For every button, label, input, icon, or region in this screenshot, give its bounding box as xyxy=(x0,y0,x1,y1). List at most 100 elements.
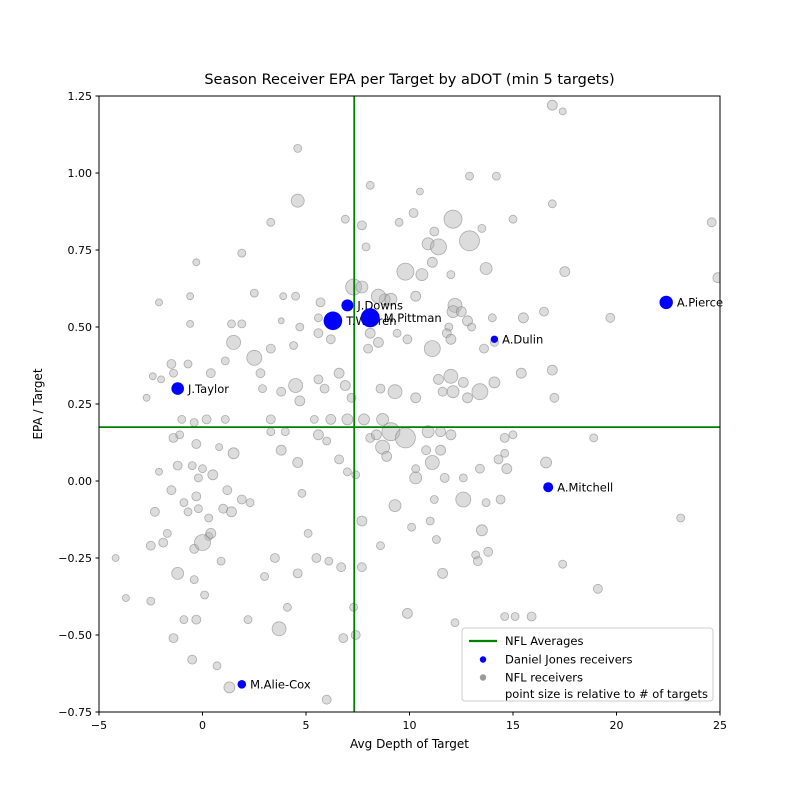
nfl-receiver-point xyxy=(446,385,460,399)
daniel-jones-receiver-point xyxy=(323,311,343,331)
nfl-receiver-point xyxy=(518,312,529,324)
nfl-receiver-point xyxy=(276,386,287,397)
nfl-receiver-point xyxy=(458,473,468,483)
nfl-receiver-point xyxy=(111,554,120,562)
nfl-receiver-point xyxy=(333,367,345,379)
nfl-receiver-point xyxy=(424,455,440,470)
nfl-receiver-point xyxy=(455,491,472,508)
nfl-receiver-point xyxy=(212,661,222,671)
daniel-jones-receiver-point xyxy=(341,299,354,312)
nfl-receiver-point xyxy=(410,392,422,404)
nfl-receiver-point xyxy=(481,498,491,508)
nfl-receiver-point xyxy=(189,543,200,554)
nfl-receiver-point xyxy=(122,594,130,602)
nfl-receiver-point xyxy=(455,306,467,318)
nfl-receiver-point xyxy=(169,368,178,378)
daniel-jones-receiver-point xyxy=(171,382,184,395)
nfl-receiver-point xyxy=(446,305,460,319)
nfl-receivers-layer xyxy=(111,99,720,705)
nfl-receiver-point xyxy=(289,341,299,350)
receiver-label: M.Alie-Cox xyxy=(250,678,311,692)
nfl-receiver-point xyxy=(356,562,367,573)
y-tick-label: 0.25 xyxy=(68,398,93,411)
nfl-receiver-point xyxy=(280,427,290,437)
nfl-receiver-point xyxy=(495,494,506,505)
nfl-receiver-point xyxy=(471,383,489,401)
nfl-receiver-point xyxy=(450,618,460,628)
x-tick-label: 20 xyxy=(610,719,624,732)
nfl-receiver-point xyxy=(457,376,469,388)
nfl-receiver-point xyxy=(411,464,421,474)
receiver-label: J.Taylor xyxy=(187,382,229,396)
x-tick-label: 15 xyxy=(506,719,520,732)
nfl-receiver-point xyxy=(508,214,518,224)
nfl-receiver-point xyxy=(589,433,599,443)
nfl-receiver-point xyxy=(200,590,210,600)
nfl-receiver-point xyxy=(375,383,386,394)
nfl-receiver-point xyxy=(479,343,489,354)
nfl-receiver-point xyxy=(546,364,558,376)
nfl-receiver-point xyxy=(191,614,202,625)
nfl-receiver-point xyxy=(294,395,306,407)
nfl-receiver-point xyxy=(291,291,301,301)
nfl-receiver-point xyxy=(198,464,207,474)
nfl-receiver-point xyxy=(193,504,203,514)
nfl-receiver-point xyxy=(370,429,382,441)
nfl-receiver-point xyxy=(205,528,217,539)
legend-item-label: NFL receivers xyxy=(505,671,583,685)
nfl-receiver-point xyxy=(465,171,474,181)
nfl-receiver-point xyxy=(474,463,485,474)
nfl-receiver-point xyxy=(430,238,447,256)
nfl-receiver-point xyxy=(676,513,686,523)
nfl-average-lines xyxy=(99,96,720,712)
nfl-receiver-point xyxy=(149,506,160,517)
nfl-receiver-point xyxy=(155,467,163,476)
x-tick-label: 25 xyxy=(713,719,727,732)
nfl-receiver-point xyxy=(313,328,324,339)
nfl-receiver-point xyxy=(396,262,415,281)
nfl-receiver-point xyxy=(226,506,237,518)
y-tick-label: 0.50 xyxy=(68,321,93,334)
nfl-receiver-point xyxy=(162,529,172,538)
nfl-receiver-point xyxy=(260,572,270,581)
nfl-receiver-point xyxy=(215,443,224,452)
nfl-receiver-point xyxy=(483,546,494,557)
x-tick-label: 5 xyxy=(303,719,310,732)
nfl-receiver-point xyxy=(559,266,571,278)
nfl-receiver-point xyxy=(246,349,263,366)
nfl-receiver-point xyxy=(166,359,177,369)
daniel-jones-receiver-point xyxy=(659,295,673,310)
nfl-receiver-point xyxy=(324,556,334,566)
nfl-receiver-point xyxy=(605,312,616,323)
nfl-receiver-point xyxy=(277,317,285,325)
nfl-receiver-point xyxy=(292,568,303,579)
daniel-jones-receiver-point xyxy=(543,482,554,493)
nfl-receiver-point xyxy=(271,621,287,637)
nfl-receiver-point xyxy=(311,553,322,563)
nfl-receiver-point xyxy=(547,199,557,209)
nfl-receiver-point xyxy=(435,426,447,438)
nfl-receiver-point xyxy=(319,383,330,394)
nfl-receiver-point xyxy=(515,367,527,379)
nfl-receiver-point xyxy=(384,292,398,306)
nfl-receiver-point xyxy=(340,214,350,224)
nfl-receiver-point xyxy=(351,470,361,480)
nfl-receiver-point xyxy=(334,454,345,465)
nfl-receiver-point xyxy=(558,559,568,569)
nfl-receiver-point xyxy=(192,258,201,267)
nfl-receiver-point xyxy=(394,217,404,227)
y-tick-label: −0.50 xyxy=(58,629,92,642)
y-tick-label: 1.25 xyxy=(68,90,93,103)
nfl-receiver-point xyxy=(387,384,403,400)
y-tick-label: −0.25 xyxy=(58,552,92,565)
daniel-jones-receiver-point xyxy=(360,308,380,328)
nfl-receiver-point xyxy=(220,356,230,366)
nfl-receiver-point xyxy=(441,328,452,339)
nfl-receiver-point xyxy=(295,322,305,332)
nfl-receiver-point xyxy=(437,386,448,397)
nfl-receiver-point xyxy=(706,217,717,228)
daniel-jones-receiver-point xyxy=(237,680,247,689)
nfl-receiver-point xyxy=(191,439,202,449)
nfl-receiver-point xyxy=(179,498,189,508)
nfl-receiver-point xyxy=(293,143,303,153)
